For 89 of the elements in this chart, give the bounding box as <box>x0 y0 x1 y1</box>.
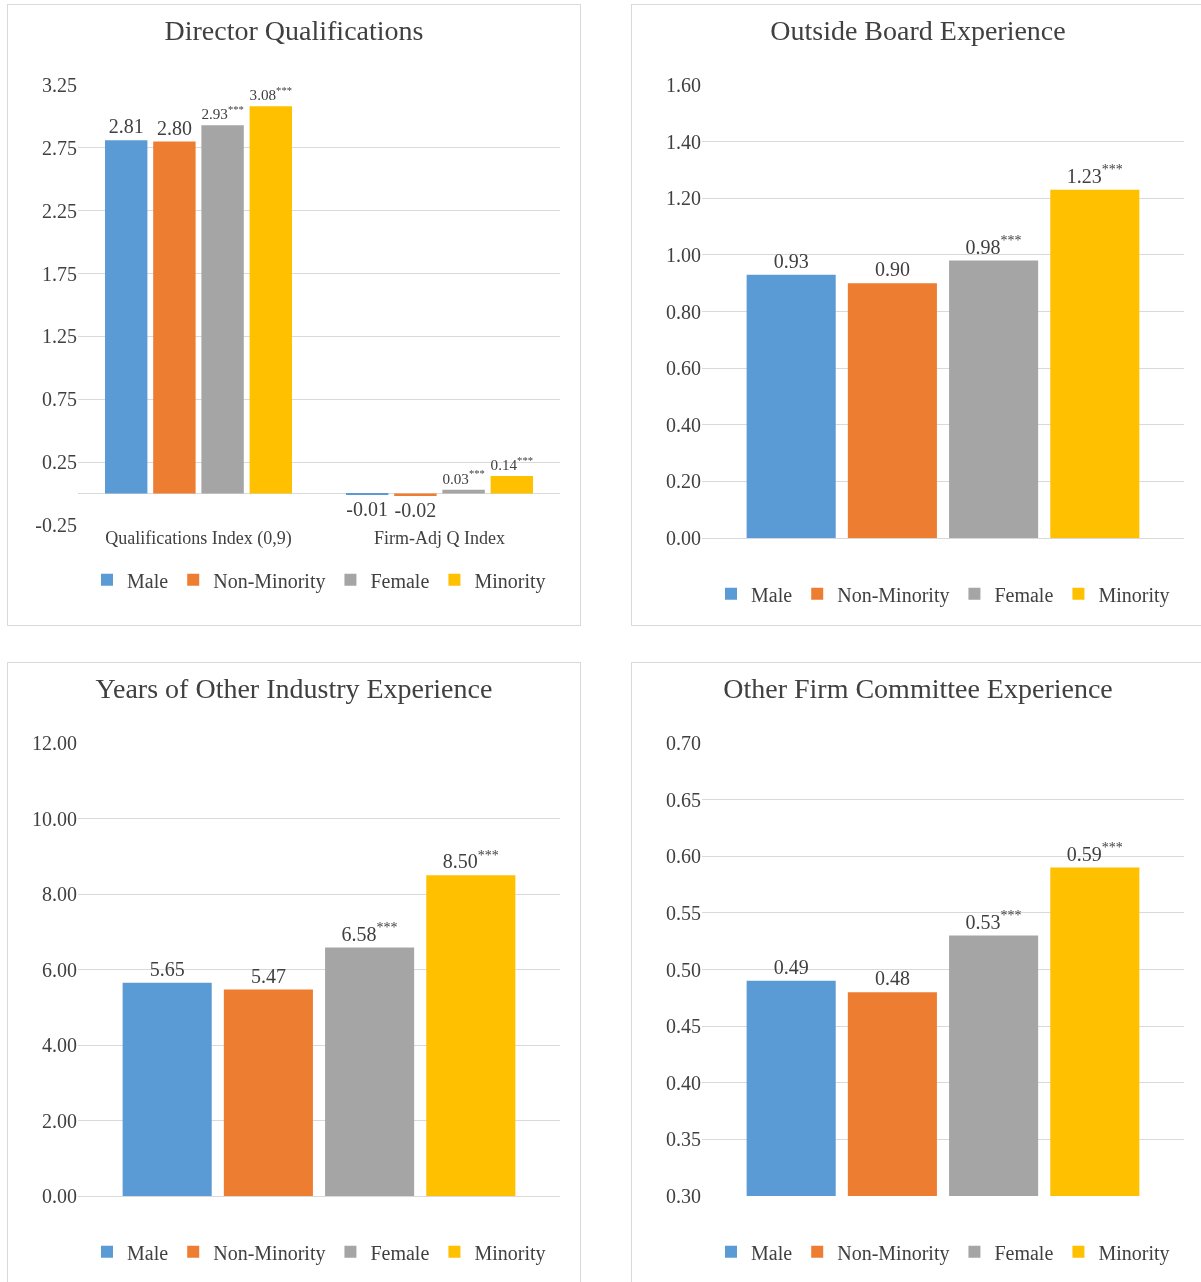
data-label: 0.93 <box>773 249 809 272</box>
y-tick-label: 0.40 <box>666 1071 701 1094</box>
y-tick-label: 1.20 <box>666 187 701 210</box>
legend-label: Male <box>751 1241 793 1264</box>
bar <box>122 982 212 1196</box>
legend-label: Non-Minority <box>213 569 326 593</box>
y-tick-label: 2.75 <box>42 136 77 159</box>
bar <box>949 260 1039 538</box>
legend-label: Male <box>127 1241 169 1264</box>
bar <box>490 475 534 494</box>
data-label: 0.03$^{***}$ <box>442 468 485 487</box>
bar <box>746 274 836 538</box>
data-label: 6.58$^{***}$ <box>341 920 398 945</box>
data-label: 0.98$^{***}$ <box>965 233 1022 258</box>
y-tick-label: 0.60 <box>666 357 701 380</box>
chart-title: Outside Board Experience <box>770 15 1066 47</box>
y-tick-label: 6.00 <box>42 958 77 981</box>
y-tick-label: 2.00 <box>42 1109 77 1132</box>
data-label: 0.59$^{***}$ <box>1066 840 1123 865</box>
y-tick-label: 1.25 <box>42 325 77 348</box>
y-tick-label: 0.20 <box>666 470 701 493</box>
y-tick-label: 0.35 <box>666 1128 701 1151</box>
bar <box>223 989 313 1196</box>
bar <box>201 125 244 494</box>
bar <box>442 489 485 494</box>
data-label: 1.23$^{***}$ <box>1066 162 1123 187</box>
bar <box>104 140 148 494</box>
legend-label: Male <box>127 569 169 592</box>
y-tick-label: 3.25 <box>42 74 77 96</box>
bar <box>249 106 293 494</box>
data-label: 5.47 <box>250 964 286 987</box>
y-tick-label: 0.25 <box>42 451 77 474</box>
y-tick-label: 1.40 <box>666 130 701 153</box>
bar <box>153 141 196 494</box>
legend-label: Minority <box>1098 583 1170 607</box>
data-label: 0.53$^{***}$ <box>965 908 1022 933</box>
y-tick-label: 1.60 <box>666 74 701 96</box>
data-label: 0.90 <box>874 258 910 281</box>
legend-label: Female <box>370 1241 430 1264</box>
data-label: 2.93$^{***}$ <box>201 103 244 123</box>
y-tick-label: 0.30 <box>666 1185 701 1207</box>
data-label: 8.50$^{***}$ <box>442 847 499 873</box>
data-label: 3.08$^{***}$ <box>249 84 292 104</box>
y-tick-label: 10.00 <box>32 807 77 830</box>
y-tick-label: 0.50 <box>666 958 701 981</box>
y-tick-label: 0.80 <box>666 300 701 323</box>
y-tick-label: 0.70 <box>666 732 701 754</box>
y-tick-label: 1.75 <box>42 262 77 285</box>
legend-label: Non-Minority <box>213 1241 326 1265</box>
chart-title: Director Qualifications <box>164 15 424 47</box>
data-label: -0.01 <box>346 498 389 520</box>
y-tick-label: 4.00 <box>42 1034 77 1056</box>
legend-label: Minority <box>474 569 546 593</box>
legend-label: Minority <box>1098 1241 1170 1265</box>
bar <box>426 875 516 1196</box>
bar <box>1050 189 1140 538</box>
data-label: 0.49 <box>773 955 809 978</box>
data-label: 2.81 <box>108 115 144 138</box>
x-tick-label: Firm-Adj Q Index <box>374 528 505 548</box>
data-label: -0.02 <box>394 499 437 522</box>
bar <box>325 947 415 1196</box>
y-tick-label: 0.65 <box>666 788 701 811</box>
y-tick-label: 0.75 <box>42 388 77 411</box>
x-tick-label: Qualifications Index (0,9) <box>105 528 292 549</box>
y-tick-label: 8.00 <box>42 883 77 905</box>
legend-label: Minority <box>474 1241 546 1265</box>
data-label: 0.14$^{***}$ <box>490 454 533 473</box>
y-tick-label: 1.00 <box>666 243 701 266</box>
legend-label: Female <box>994 1241 1054 1264</box>
bar <box>847 283 937 538</box>
y-tick-label: 0.60 <box>666 845 701 868</box>
legend-label: Male <box>751 583 793 606</box>
legend-label: Non-Minority <box>837 583 950 607</box>
data-label: 0.48 <box>874 967 910 990</box>
data-label: 5.65 <box>149 957 185 980</box>
data-label: 2.80 <box>156 116 192 139</box>
y-tick-label: 0.55 <box>666 901 701 924</box>
y-tick-label: 0.00 <box>666 527 701 549</box>
chart-title: Other Firm Committee Experience <box>723 673 1113 705</box>
legend-label: Female <box>370 569 430 592</box>
y-tick-label: -0.25 <box>35 514 77 536</box>
y-tick-label: 0.45 <box>666 1015 701 1038</box>
y-tick-label: 0.00 <box>42 1185 77 1207</box>
chart-title: Years of Other Industry Experience <box>95 673 493 705</box>
y-tick-label: 2.25 <box>42 199 77 222</box>
y-tick-label: 0.40 <box>666 413 701 436</box>
y-tick-label: 12.00 <box>32 732 77 754</box>
legend-label: Non-Minority <box>837 1241 950 1265</box>
legend-label: Female <box>994 583 1054 606</box>
